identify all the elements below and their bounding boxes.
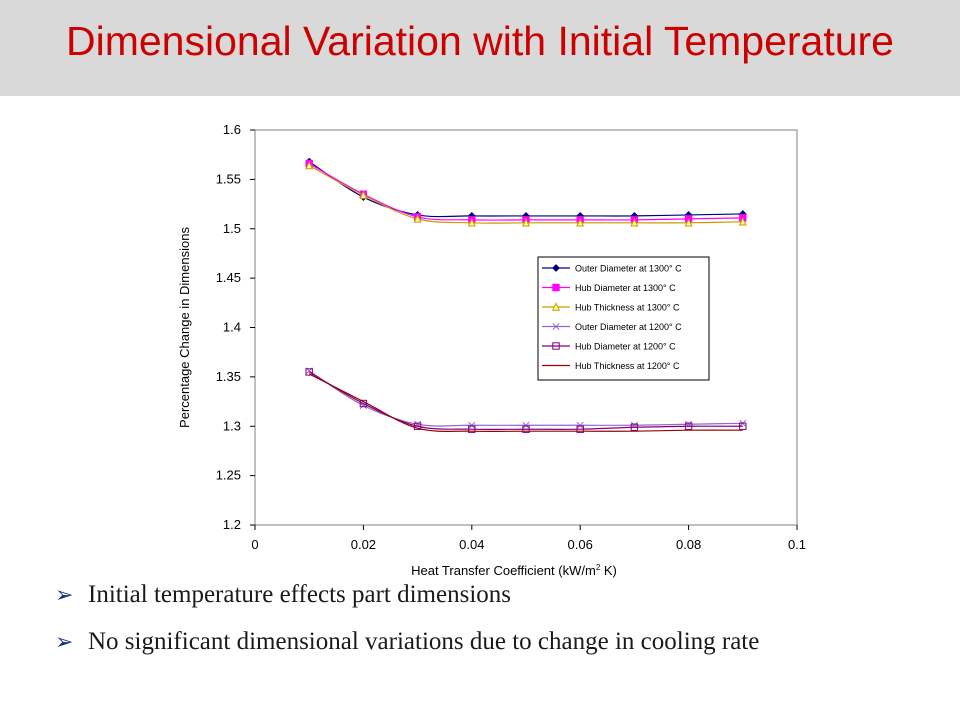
legend-label: Hub Thickness at 1300° C [575,303,680,313]
marker-open-square [552,342,560,350]
y-axis-title: Percentage Change in Dimensions [177,227,192,428]
marker-x [468,421,476,429]
marker-triangle [576,217,585,227]
marker-triangle [738,216,747,226]
y-tick-label: 1.45 [216,270,241,285]
legend-label: Hub Diameter at 1200° C [575,342,676,352]
y-tick-label: 1.55 [216,171,241,186]
marker-open-square [684,422,693,430]
marker-open-square [739,422,747,430]
bullet-list: ➢ Initial temperature effects part dimen… [55,578,915,672]
y-tick-label: 1.6 [223,122,241,137]
bullet-item: ➢ Initial temperature effects part dimen… [55,578,915,611]
marker-x-stroke [414,420,422,428]
marker-triangle [684,217,693,227]
marker-open-square [468,425,476,433]
marker-open-square [630,423,639,431]
marker-open-square [576,425,584,433]
legend-item: Outer Diameter at 1200° C [542,322,682,332]
chart: 1.2 1.25 1.3 1.35 1.4 1.45 1.5 1.55 1.6 0 0.02 0.04… [177,122,806,578]
series [305,160,747,227]
marker-x-stroke [359,401,367,410]
marker-x-stroke [576,421,584,429]
marker-open-square [522,425,530,433]
x-axis-title: Heat Transfer Coefficient (kW/m2 K) [411,563,617,578]
marker-triangle [413,213,422,223]
x-tick-label: 0.04 [459,537,484,552]
marker-triangle [359,190,368,199]
marker-x [359,401,367,410]
marker-diamond [552,264,560,272]
series-line [308,371,743,431]
right-arrow-bullet-icon: ➢ [55,629,74,654]
marker-open-square [305,368,313,376]
y-tick-label: 1.3 [223,418,241,433]
bullet-item: ➢ No significant dimensional variations … [55,625,915,658]
y-tick-label: 1.35 [216,369,241,384]
plot-area [254,129,798,526]
right-arrow-bullet-icon: ➢ [55,582,74,607]
marker-x-stroke [468,421,476,429]
marker-triangle [552,302,560,311]
y-tick-label: 1.25 [216,468,241,483]
x-tick-label: 0.1 [788,537,806,552]
marker-square [552,283,560,292]
x-tick-label: 0.02 [351,537,376,552]
y-tick-label: 1.5 [223,221,241,236]
legend-item: Hub Diameter at 1300° C [542,283,676,293]
legend-item: Hub Diameter at 1200° C [542,342,676,352]
legend-label: Outer Diameter at 1200° C [575,322,682,332]
y-tick-label: 1.4 [223,320,241,335]
legend: Outer Diameter at 1300° C Hub Diameter at… [537,256,710,381]
marker-triangle [522,217,530,227]
series-line [308,373,743,433]
x-tick-label: 0.08 [676,537,701,552]
legend-item: Hub Thickness at 1300° C [542,302,680,313]
marker-x-stroke [552,322,560,331]
series [305,368,747,433]
legend-box [537,256,710,381]
bullet-text: No significant dimensional variations du… [88,628,760,655]
legend-item: Hub Thickness at 1200° C [542,361,680,371]
marker-triangle [630,217,639,227]
slide-title: Dimensional Variation with Initial Tempe… [66,18,894,64]
legend-label: Hub Thickness at 1200° C [575,361,680,371]
marker-x-stroke [522,421,530,429]
legend-label: Hub Diameter at 1300° C [575,283,676,293]
marker-open-square [413,422,422,430]
x-tick-label: 0 [251,537,258,552]
x-tick-label: 0.06 [568,537,593,552]
marker-triangle [305,160,314,170]
legend-item: Outer Diameter at 1300° C [542,264,682,274]
legend-label: Outer Diameter at 1300° C [575,264,682,274]
marker-x [552,322,560,331]
marker-triangle [467,217,476,227]
bullet-text: Initial temperature effects part dimensi… [88,581,511,608]
series [305,367,747,429]
marker-x [522,421,530,429]
series [308,373,743,433]
title-bar [0,0,960,96]
marker-x [576,421,584,429]
y-tick-label: 1.2 [223,517,241,532]
